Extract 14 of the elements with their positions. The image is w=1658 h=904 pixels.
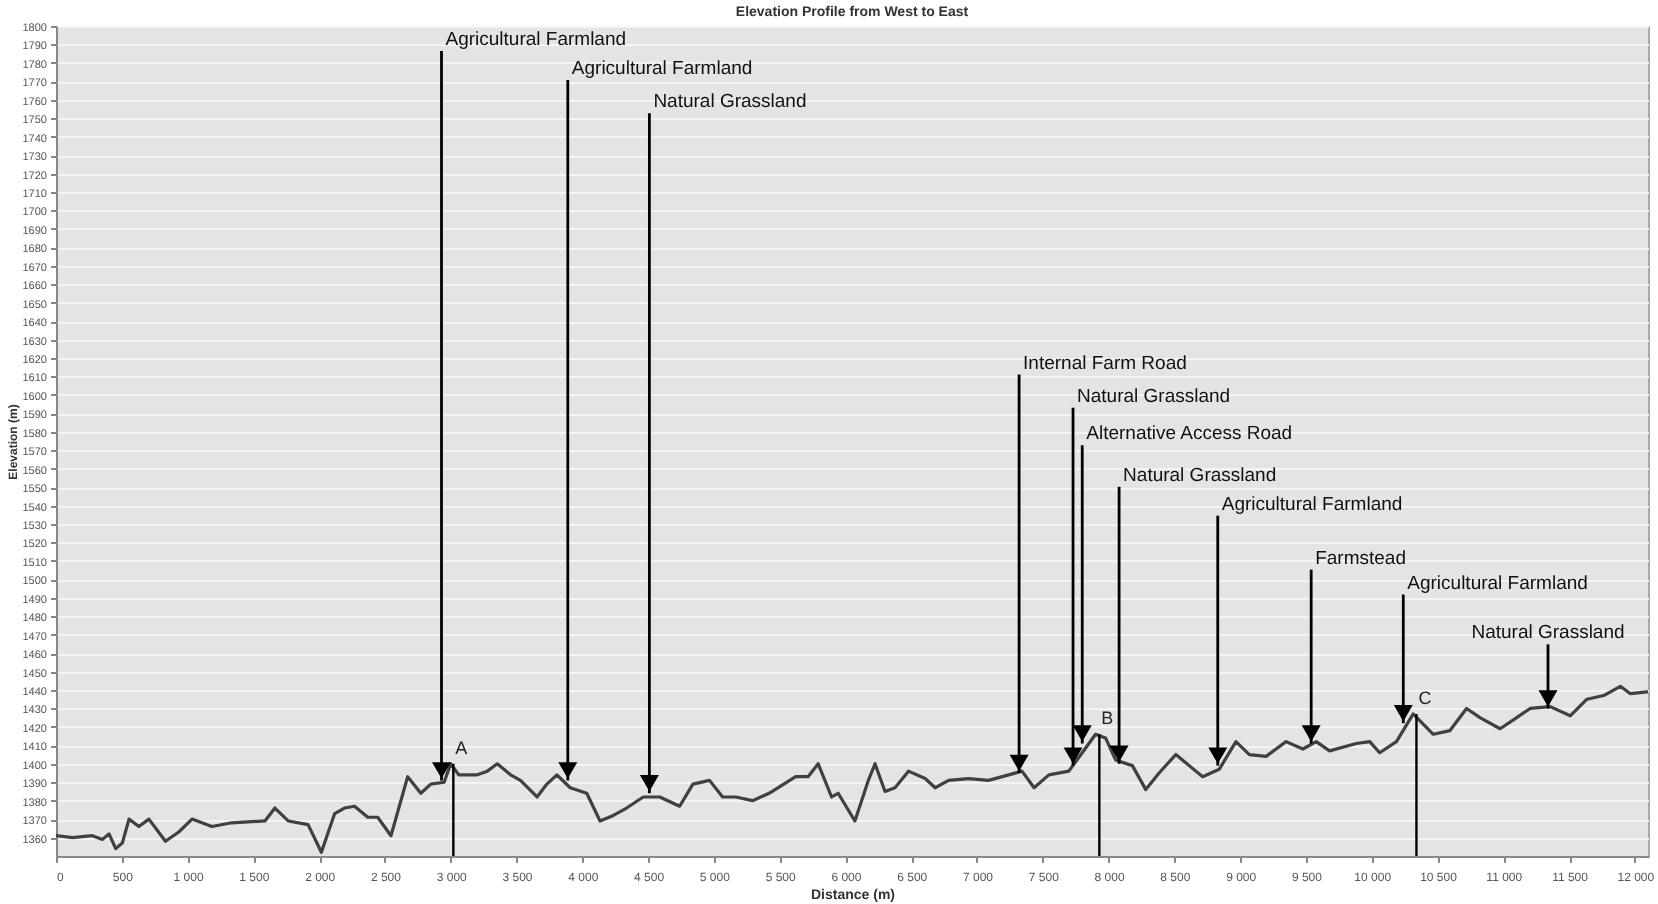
annotation: Alternative Access Road <box>1086 423 1293 446</box>
annotation: Agricultural Farmland <box>1407 572 1588 595</box>
ref-line-label: B <box>1101 708 1114 729</box>
ref-line-label: A <box>455 737 468 758</box>
annotation: Natural Grassland <box>653 91 807 114</box>
annotation: Agricultural Farmland <box>445 28 627 51</box>
annotation: Natural Grassland <box>1077 385 1231 408</box>
annotation: Natural Grassland <box>1471 622 1625 645</box>
annotation: Farmstead <box>1315 547 1406 570</box>
annotation: Agricultural Farmland <box>571 57 753 80</box>
ref-line-label: C <box>1418 687 1433 708</box>
annotation: Natural Grassland <box>1123 464 1277 487</box>
annotation: Agricultural Farmland <box>1221 493 1403 516</box>
annotation: Internal Farm Road <box>1023 352 1187 375</box>
